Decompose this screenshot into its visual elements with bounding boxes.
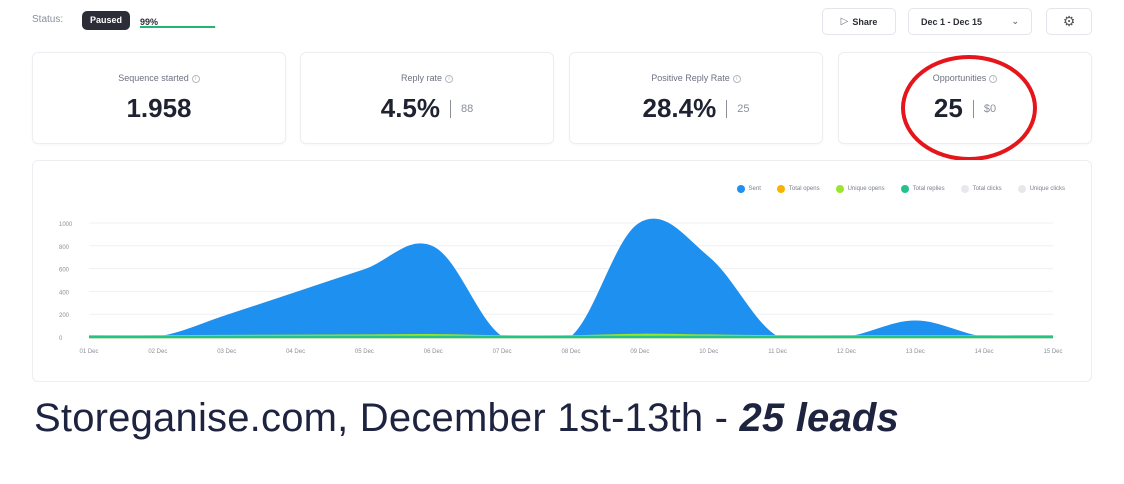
- legend-item[interactable]: Total opens: [776, 185, 820, 193]
- legend-item[interactable]: Unique clicks: [1017, 185, 1065, 193]
- y-tick-label: 600: [59, 268, 70, 274]
- legend-dot: [776, 185, 785, 193]
- legend-dot: [835, 185, 844, 193]
- metric-card-sequence-started: Sequence started i 1.958: [32, 52, 286, 144]
- status-label: Status:: [32, 14, 64, 25]
- x-tick-label: 12 Dec: [837, 349, 856, 355]
- y-tick-label: 800: [59, 245, 70, 251]
- settings-button[interactable]: ⚙: [1046, 8, 1092, 35]
- x-tick-label: 14 Dec: [975, 349, 994, 355]
- legend-dot: [1017, 185, 1026, 193]
- x-tick-label: 10 Dec: [699, 349, 718, 355]
- x-tick-label: 05 Dec: [355, 349, 374, 355]
- legend-item[interactable]: Unique opens: [835, 185, 885, 193]
- caption: Storeganise.com, December 1st-13th - 25 …: [34, 396, 899, 441]
- metric-card-positive-reply-rate: Positive Reply Rate i 28.4% 25: [569, 52, 823, 144]
- legend-label: Unique opens: [847, 186, 885, 192]
- progress-fill: [140, 26, 216, 28]
- metric-value: 4.5%: [380, 93, 440, 123]
- y-tick-label: 200: [59, 313, 70, 319]
- divider: [450, 99, 451, 118]
- date-range-label: Dec 1 - Dec 15: [921, 16, 983, 27]
- caption-text: Storeganise.com, December 1st-13th -: [34, 396, 740, 440]
- metric-title: Positive Reply Rate: [651, 73, 730, 83]
- metric-title: Reply rate: [400, 73, 443, 83]
- highlight-circle-annotation: [901, 55, 1037, 161]
- x-tick-label: 01 Dec: [79, 349, 98, 355]
- legend-label: Unique clicks: [1029, 186, 1065, 192]
- legend-label: Total clicks: [972, 186, 1002, 192]
- legend-label: Sent: [748, 186, 761, 192]
- status-badge[interactable]: Paused: [82, 11, 131, 30]
- x-tick-label: 07 Dec: [493, 349, 512, 355]
- legend-label: Total opens: [788, 186, 820, 192]
- y-tick-label: 1000: [59, 222, 73, 228]
- metric-sub-value: 25: [737, 102, 750, 115]
- legend-dot: [960, 185, 969, 193]
- x-tick-label: 04 Dec: [286, 349, 305, 355]
- date-range-select[interactable]: Dec 1 - Dec 15 ⌄: [908, 8, 1032, 35]
- caption-bold: 25 leads: [739, 396, 899, 440]
- chevron-down-icon: ⌄: [1011, 16, 1019, 26]
- metric-value: 1.958: [126, 93, 192, 123]
- legend-item[interactable]: Sent: [736, 185, 761, 193]
- info-icon[interactable]: i: [732, 74, 741, 83]
- x-tick-label: 03 Dec: [217, 349, 236, 355]
- info-icon[interactable]: i: [191, 74, 200, 83]
- legend-dot: [736, 185, 745, 193]
- top-bar: Status: Paused 99% ▷ Share Dec 1 - Dec 1…: [0, 0, 1124, 44]
- progress-text: 99%: [140, 17, 159, 27]
- metric-card-reply-rate: Reply rate i 4.5% 88: [300, 52, 554, 144]
- y-tick-label: 0: [59, 336, 63, 342]
- x-tick-label: 13 Dec: [906, 349, 925, 355]
- legend-item[interactable]: Total replies: [900, 185, 945, 193]
- gear-icon: ⚙: [1062, 13, 1076, 29]
- x-tick-label: 11 Dec: [768, 349, 787, 355]
- legend-item[interactable]: Total clicks: [960, 185, 1002, 193]
- share-button[interactable]: ▷ Share: [822, 8, 896, 35]
- x-tick-label: 08 Dec: [561, 349, 580, 355]
- metric-sub-value: 88: [461, 102, 474, 115]
- y-tick-label: 400: [59, 290, 70, 296]
- share-label: Share: [852, 16, 878, 27]
- share-icon: ▷: [840, 16, 849, 27]
- divider: [726, 99, 728, 118]
- metric-title: Sequence started: [118, 73, 189, 83]
- series-area-sent: [89, 219, 1053, 337]
- chart-card: Sent Total opens Unique opens Total replies…: [32, 160, 1092, 382]
- chart-legend: Sent Total opens Unique opens Total replies…: [736, 185, 1065, 193]
- x-tick-label: 15 Dec: [1043, 349, 1062, 355]
- x-tick-label: 02 Dec: [148, 349, 167, 355]
- x-tick-label: 09 Dec: [630, 349, 649, 355]
- area-chart: 0 200 400 600 800 1000 01 Dec 02 Dec 03 Dec 04 De…: [59, 218, 1063, 355]
- legend-dot: [900, 185, 909, 193]
- x-tick-label: 06 Dec: [424, 349, 443, 355]
- progress-indicator: 99%: [140, 12, 216, 32]
- info-icon[interactable]: i: [445, 74, 454, 83]
- metric-value: 28.4%: [642, 93, 717, 123]
- legend-label: Total replies: [912, 186, 945, 192]
